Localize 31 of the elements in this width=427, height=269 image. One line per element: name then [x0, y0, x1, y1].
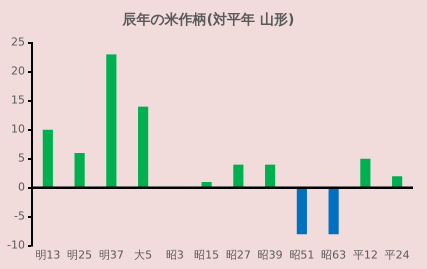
- bar: [265, 164, 276, 188]
- bar: [392, 176, 402, 188]
- x-tick-label: 昭39: [258, 248, 283, 262]
- y-tick-label: 25: [10, 36, 25, 49]
- y-tick-label: 20: [10, 64, 25, 78]
- bar: [138, 106, 148, 188]
- x-tick-label: 昭51: [289, 248, 314, 262]
- x-tick-label: 明13: [35, 248, 60, 262]
- x-tick-label: 明37: [98, 248, 124, 262]
- y-tick-label: 15: [10, 94, 25, 107]
- x-tick-label: 昭27: [226, 248, 251, 262]
- x-tick-label: 明25: [67, 248, 92, 262]
- y-tick-label: -10: [7, 238, 25, 252]
- bar: [233, 164, 244, 188]
- bar: [106, 54, 116, 188]
- x-tick-label: 昭15: [194, 248, 220, 262]
- x-tick-label: 昭63: [321, 248, 346, 262]
- x-tick-label: 大5: [134, 248, 152, 262]
- y-tick-label: 10: [10, 122, 25, 136]
- y-tick-label: 5: [18, 152, 25, 165]
- x-tick-label: 昭3: [166, 248, 184, 262]
- bar: [296, 188, 307, 234]
- bar: [360, 158, 370, 188]
- x-tick-label: 平12: [352, 248, 378, 262]
- bar: [74, 153, 85, 188]
- y-tick-label: -5: [14, 210, 25, 223]
- y-tick-label: 0: [18, 180, 25, 194]
- bar: [328, 188, 339, 234]
- chart-title: 辰年の米作柄(対平年 山形): [122, 11, 294, 28]
- bar: [42, 130, 53, 188]
- x-tick-label: 平24: [384, 248, 410, 262]
